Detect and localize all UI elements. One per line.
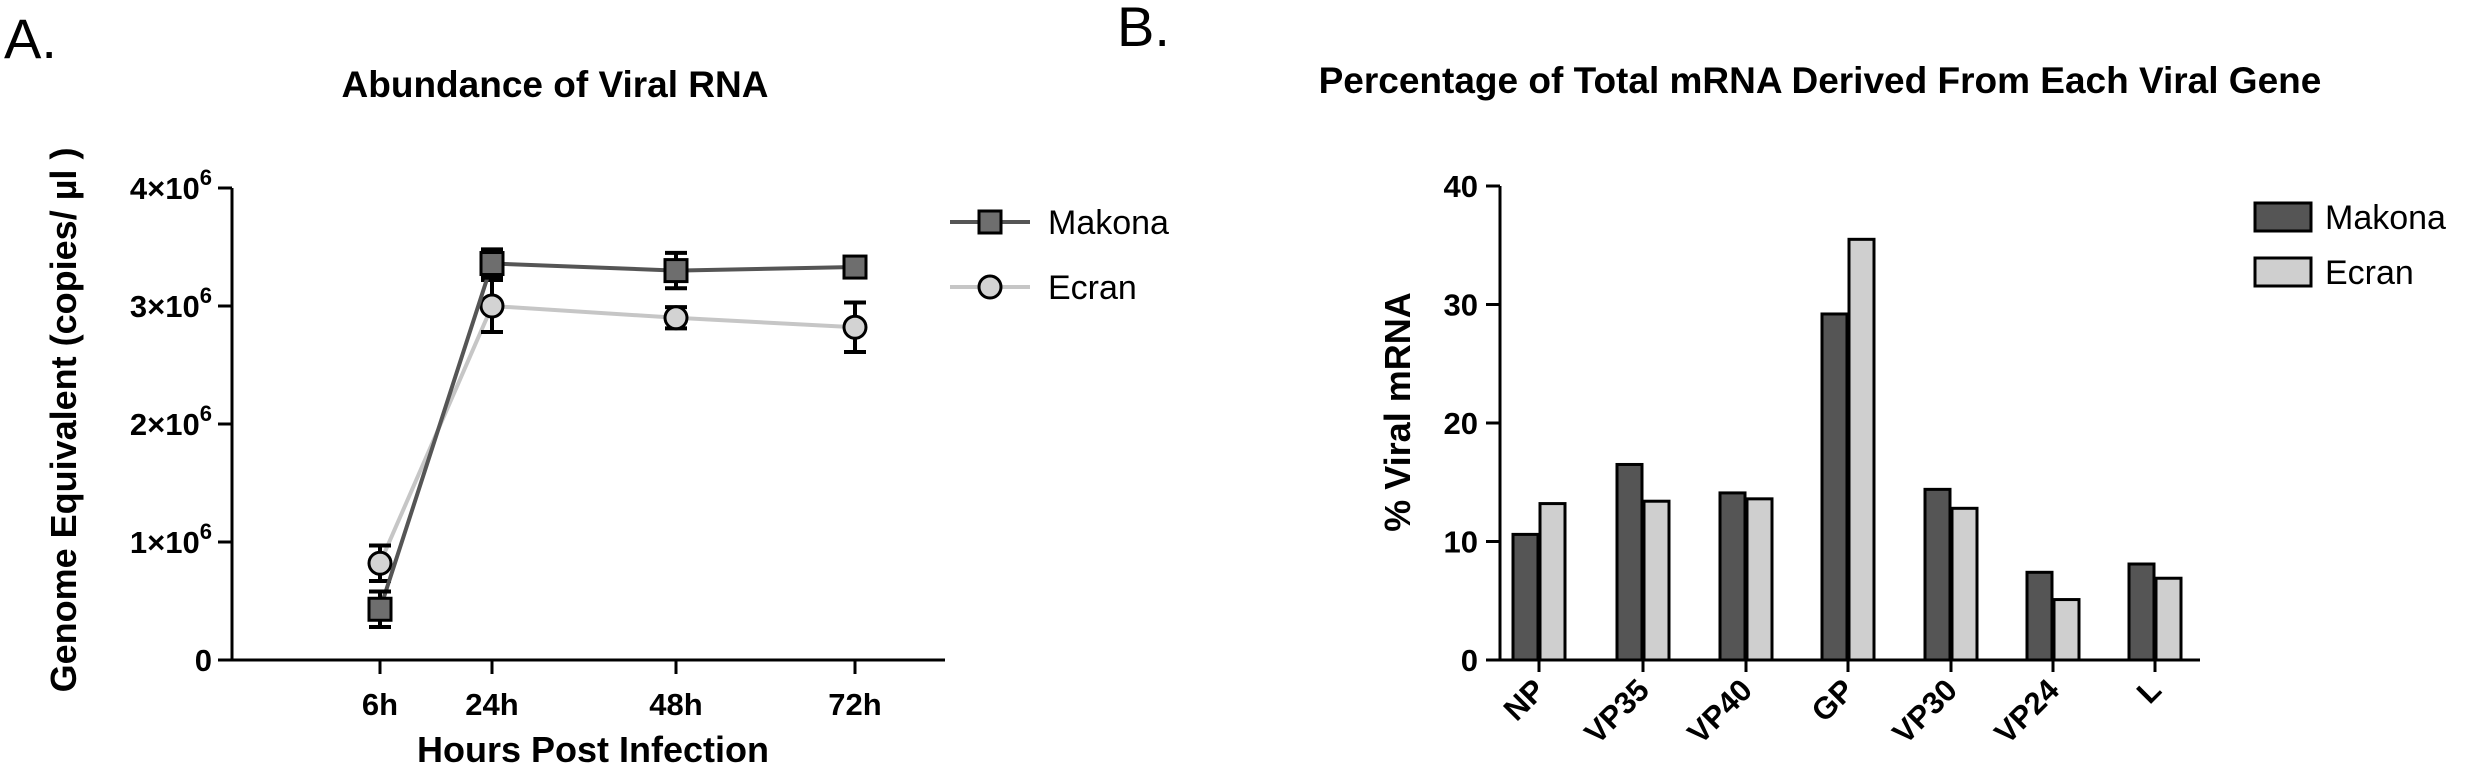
chart-b-x-tick-label: VP30	[1886, 672, 1964, 750]
chart-b-bar-makona	[2025, 570, 2054, 662]
chart-a-y-tick-exponent: 6	[200, 401, 212, 426]
chart-b-y-tick-label: 20	[1444, 406, 1478, 441]
chart-a-title: Abundance of Viral RNA	[342, 64, 769, 105]
chart-a-x-tick-label: 24h	[465, 687, 518, 722]
chart-a-xlabel: Hours Post Infection	[417, 729, 769, 770]
chart-b-bar-ecran	[1847, 237, 1876, 662]
chart-a-y-tick-label: 0	[195, 643, 212, 678]
chart-a-legend-label: Makona	[1048, 204, 1169, 242]
chart-a-legend-marker	[977, 274, 1003, 300]
chart-b-ylabel: % Viral mRNA	[1377, 292, 1418, 531]
chart-a-y-tick-label: 1×106	[130, 519, 212, 560]
chart-b-bar-ecran	[2052, 598, 2081, 662]
chart-a-point-ecran	[479, 293, 505, 319]
chart-a-point-makona	[479, 251, 505, 277]
chart-a-y-tick-label: 3×106	[130, 283, 212, 324]
chart-b-x-tick-label: VP24	[1988, 672, 2067, 751]
chart-a-point-makona	[663, 258, 689, 284]
chart-a-y-tick-label: 2×106	[130, 401, 212, 442]
chart-b-x-tick-label: L	[2130, 672, 2168, 710]
chart-b-bar-makona	[1923, 487, 1952, 662]
panel-b-letter: B.	[1117, 0, 1170, 58]
chart-b-bar-ecran	[1745, 497, 1774, 662]
chart-a-x-tick-label: 6h	[362, 687, 398, 722]
chart-a-legend-label: Ecran	[1048, 269, 1137, 307]
chart-a-ylabel: Genome Equivalent (copies/ µl )	[43, 148, 84, 693]
chart-b-title: Percentage of Total mRNA Derived From Ea…	[1319, 60, 2322, 101]
chart-a-x-tick-label: 72h	[828, 687, 881, 722]
chart-a-point-ecran	[663, 305, 689, 331]
chart-b-legend-label: Makona	[2325, 199, 2446, 237]
chart-a-y-tick-exponent: 6	[200, 519, 212, 544]
chart-b-x-tick-label: VP40	[1681, 672, 1759, 750]
chart-a-y-tick-mantissa: 4×10	[130, 171, 200, 206]
chart-a-y-tick-mantissa: 3×10	[130, 289, 200, 324]
chart-a-point-makona	[367, 596, 393, 622]
chart-a-y-tick-mantissa: 0	[195, 643, 212, 678]
chart-a-series-line-makona	[378, 261, 856, 610]
chart-b-bar-ecran	[1538, 502, 1567, 662]
chart-b-y-tick-label: 10	[1444, 525, 1478, 560]
chart-b-x-tick-label: GP	[1805, 672, 1861, 728]
chart-b-bar-makona	[1820, 312, 1849, 662]
chart-b-plot: 0 10 20 30 40 NP VP35 VP40 GP VP30 VP24 L Makona Ecra…	[1444, 169, 2447, 751]
chart-a-y-tick-exponent: 6	[200, 283, 212, 308]
chart-a-point-ecran	[842, 314, 868, 340]
chart-b-bar-makona	[1511, 532, 1540, 662]
chart-b-bar-makona	[2127, 562, 2156, 662]
chart-a-y-tick-mantissa: 2×10	[130, 407, 200, 442]
chart-a-y-tick-mantissa: 1×10	[130, 525, 200, 560]
chart-b-bar-makona	[1615, 462, 1644, 662]
chart-b-y-tick-label: 30	[1444, 288, 1478, 323]
chart-b-legend-swatch	[2253, 201, 2313, 233]
chart-b-bar-ecran	[1950, 506, 1979, 662]
chart-a-point-ecran	[367, 550, 393, 576]
chart-b-y-tick-label: 0	[1461, 643, 1478, 678]
chart-b-y-tick-label: 40	[1444, 169, 1478, 204]
chart-b-x-tick-label: VP35	[1578, 672, 1656, 750]
chart-a-y-tick-exponent: 6	[200, 165, 212, 190]
panel-a-letter: A.	[4, 7, 57, 70]
chart-a-legend-marker	[977, 209, 1003, 235]
chart-b-x-tick-label: NP	[1497, 672, 1552, 727]
chart-b-legend-label: Ecran	[2325, 254, 2414, 292]
chart-a-y-tick-label: 4×106	[130, 165, 212, 206]
chart-a-point-makona	[842, 254, 868, 280]
chart-b-legend-swatch	[2253, 256, 2313, 288]
chart-a-series-line-ecran	[378, 303, 856, 565]
chart-b-bar-makona	[1718, 491, 1747, 662]
chart-b-bar-ecran	[1642, 499, 1671, 662]
chart-b-bar-ecran	[2154, 576, 2183, 662]
chart-a-x-tick-label: 48h	[649, 687, 702, 722]
